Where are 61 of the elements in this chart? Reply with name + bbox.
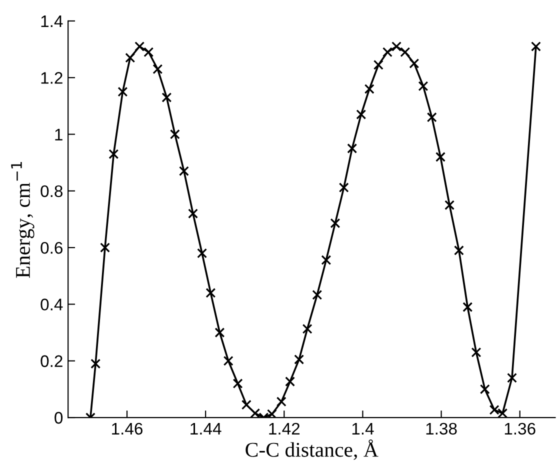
point (338, 182, 349, 193)
x-tick-label: 1.38 (426, 422, 457, 435)
point (108, 149, 119, 160)
point (444, 200, 455, 210)
point (302, 324, 312, 334)
x-axis-title: C-C distance, Å (246, 439, 378, 460)
point (294, 354, 304, 364)
x-tick-label: 1.46 (112, 422, 142, 435)
point (364, 84, 374, 94)
point (400, 47, 410, 58)
point (312, 290, 322, 300)
y-tick-label: 0.6 (40, 242, 62, 254)
y-tick-label: 0.2 (40, 355, 62, 368)
y-tick-label: 1.2 (41, 72, 62, 84)
point (506, 372, 517, 383)
point (134, 41, 145, 52)
point (480, 384, 490, 394)
y-axis-title: Energy, cm$^{−1}$ (11, 162, 34, 278)
point (276, 396, 286, 407)
point (373, 60, 384, 70)
point (347, 143, 358, 154)
point (382, 47, 392, 58)
point (170, 129, 180, 140)
point (188, 208, 198, 219)
point (178, 166, 189, 176)
point (118, 86, 128, 97)
point (125, 52, 136, 63)
point (330, 218, 340, 228)
y-tick-label: 1.4 (41, 16, 63, 28)
y-tick-label: 0 (54, 412, 63, 424)
point (144, 47, 154, 58)
x-tick-label: 1.44 (190, 423, 222, 434)
point (418, 81, 428, 92)
x-tick-label: 1.42 (269, 422, 300, 434)
point (530, 41, 541, 52)
point (162, 92, 172, 102)
point (462, 302, 473, 312)
point (471, 347, 482, 358)
x-tick-label: 1.36 (504, 422, 536, 435)
point (285, 376, 296, 387)
point (214, 328, 225, 338)
point (100, 242, 110, 253)
point (90, 358, 101, 369)
point (391, 41, 402, 52)
x-tick-label: 1.4 (352, 423, 374, 434)
y-tick-label: 1 (55, 128, 62, 140)
point (435, 152, 446, 162)
point (250, 408, 260, 418)
point (409, 58, 420, 68)
point (241, 400, 252, 410)
point (206, 288, 216, 298)
y-tick-label: 0.8 (40, 185, 62, 198)
point (426, 112, 437, 122)
point (356, 109, 366, 120)
point (232, 378, 243, 389)
point (197, 248, 208, 258)
point (321, 255, 332, 266)
point (152, 64, 163, 74)
point (223, 356, 234, 366)
point (454, 245, 464, 256)
y-tick-label: 0.4 (40, 298, 63, 310)
